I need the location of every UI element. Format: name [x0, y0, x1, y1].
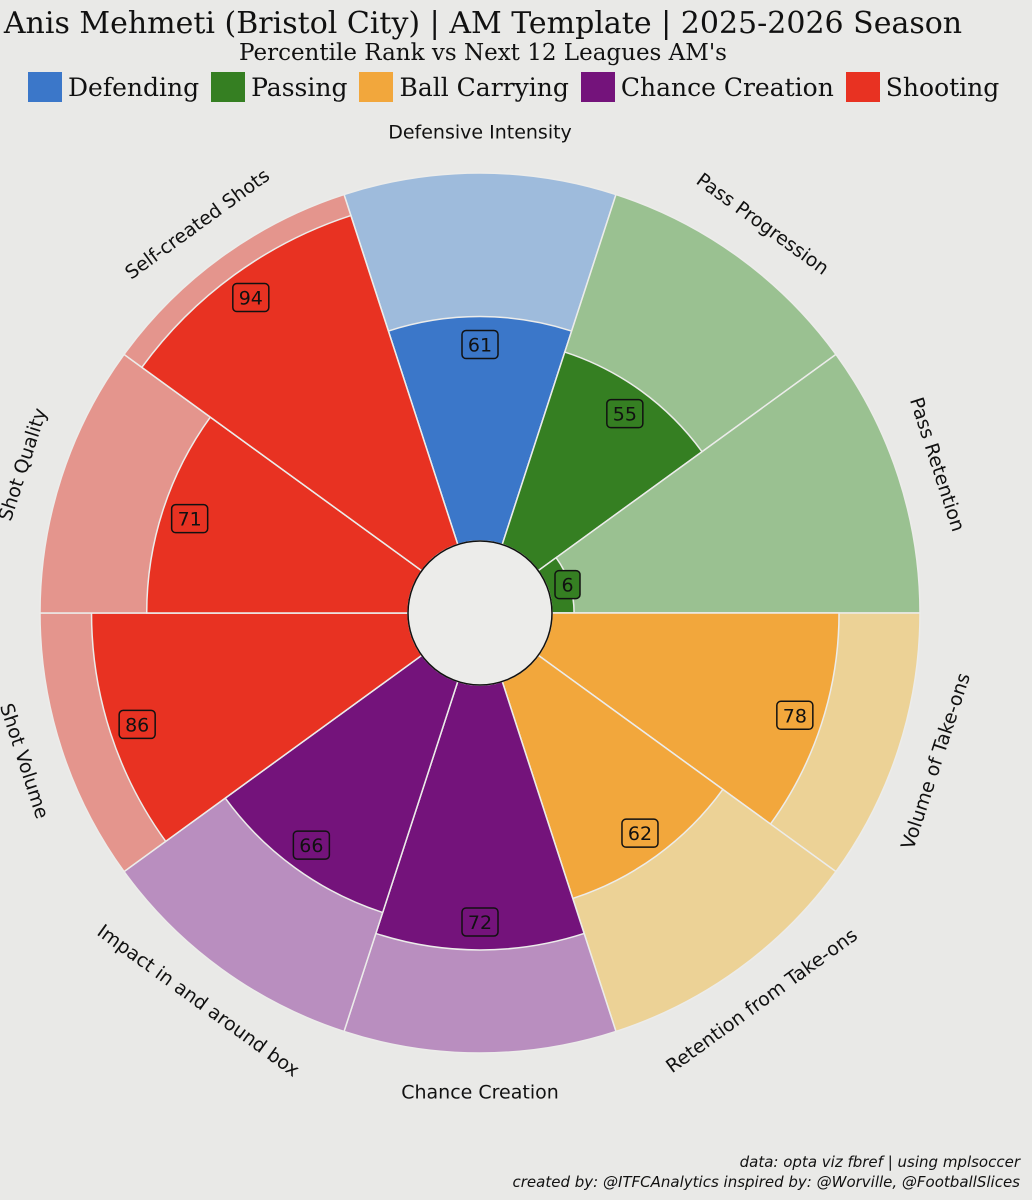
legend-item-defending: Defending — [28, 72, 199, 102]
value-label: 66 — [299, 835, 323, 857]
value-badge — [461, 907, 499, 937]
legend-item-ball-carrying: Ball Carrying — [359, 72, 569, 102]
legend: Defending Passing Ball Carrying Chance C… — [28, 70, 1018, 104]
value-label: 86 — [125, 714, 149, 736]
value-label: 61 — [468, 335, 492, 357]
footer-credits: created by: @ITFCAnalytics inspired by: … — [512, 1173, 1021, 1191]
value-label: 71 — [178, 509, 202, 531]
legend-label: Chance Creation — [620, 72, 834, 102]
value-badge — [292, 830, 331, 860]
value-badge — [232, 282, 270, 313]
value-label: 62 — [628, 823, 652, 845]
value-label: 72 — [468, 912, 492, 934]
value-badge — [170, 503, 209, 534]
footer-source: data: opta viz fbref | using mplsoccer — [739, 1153, 1020, 1171]
value-badge — [461, 329, 499, 360]
metric-label: Shot Volume — [0, 701, 53, 822]
legend-item-shooting: Shooting — [845, 72, 1000, 102]
chart-subtitle: Percentile Rank vs Next 12 Leagues AM's — [239, 40, 727, 66]
center-circle — [407, 540, 553, 686]
value-label: 6 — [561, 575, 573, 597]
metric-label: Shot Quality — [0, 405, 52, 523]
value-badge — [118, 709, 156, 740]
value-badge — [554, 569, 581, 600]
value-badge — [606, 398, 644, 429]
chart-title: Anis Mehmeti (Bristol City) | AM Templat… — [3, 6, 963, 41]
value-label: 94 — [239, 288, 263, 310]
metric-label: Chance Creation — [401, 1082, 559, 1104]
legend-label: Defending — [68, 72, 200, 102]
value-label: 78 — [783, 705, 807, 727]
legend-swatch — [580, 72, 615, 102]
value-badge — [776, 700, 814, 731]
metric-label: Defensive Intensity — [388, 122, 572, 144]
legend-swatch — [845, 72, 880, 102]
value-badge — [621, 818, 659, 848]
legend-swatch — [211, 72, 246, 102]
legend-label: Ball Carrying — [399, 72, 569, 102]
legend-label: Passing — [251, 72, 348, 102]
metric-label: Pass Retention — [905, 395, 969, 535]
legend-item-passing: Passing — [211, 72, 347, 102]
legend-item-chance-creation: Chance Creation — [580, 72, 834, 102]
legend-swatch — [359, 72, 394, 102]
legend-label: Shooting — [885, 72, 1000, 102]
legend-swatch — [28, 72, 62, 102]
value-label: 55 — [613, 404, 637, 426]
